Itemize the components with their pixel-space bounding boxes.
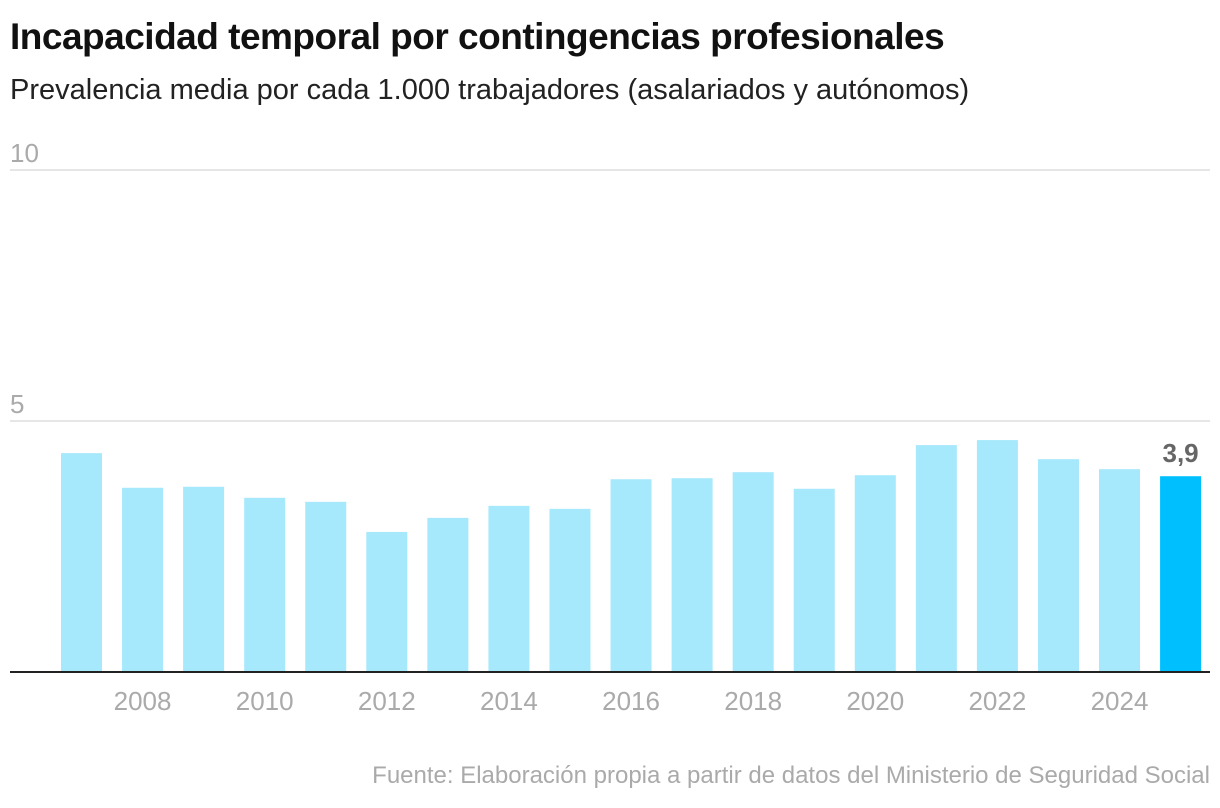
bar-2013 <box>427 517 469 672</box>
bar-2011 <box>305 501 347 672</box>
y-tick-label: 5 <box>10 389 24 419</box>
x-tick-label: 2022 <box>968 686 1026 716</box>
bar-2023 <box>1037 459 1079 672</box>
bar-2019 <box>793 488 835 672</box>
x-tick-label: 2014 <box>480 686 538 716</box>
y-tick-label: 10 <box>10 138 39 168</box>
source-note: Fuente: Elaboración propia a partir de d… <box>372 762 1210 789</box>
bar-2007 <box>61 453 102 672</box>
x-tick-label: 2012 <box>358 686 416 716</box>
chart-subtitle: Prevalencia media por cada 1.000 trabaja… <box>10 74 970 106</box>
x-tick-label: 2010 <box>236 686 294 716</box>
bar-2022 <box>976 440 1018 672</box>
bar-2012 <box>366 531 408 672</box>
bar-chart: 5 10 3,9 2008 2010 2012 2014 2016 2018 2020 2022 20… <box>10 138 1210 716</box>
x-tick-label: 2016 <box>602 686 660 716</box>
bar-2020 <box>854 475 896 672</box>
bar-2018 <box>732 472 774 672</box>
bar-2016 <box>610 479 652 672</box>
bar-2015 <box>549 508 591 672</box>
x-tick-label: 2008 <box>114 686 172 716</box>
x-tick-label: 2020 <box>846 686 904 716</box>
bar-2014 <box>488 505 530 672</box>
bar-2009 <box>183 486 225 672</box>
bar-2010 <box>244 497 286 672</box>
chart-title: Incapacidad temporal por contingencias p… <box>10 16 945 57</box>
x-tick-label: 2024 <box>1091 686 1149 716</box>
x-tick-label: 2018 <box>724 686 782 716</box>
bar-2008 <box>122 487 164 672</box>
data-label: 3,9 <box>1163 438 1199 468</box>
bar-2025 <box>1160 476 1202 672</box>
bar-2017 <box>671 478 713 672</box>
bar-2024 <box>1099 469 1141 672</box>
bar-2021 <box>915 445 957 672</box>
